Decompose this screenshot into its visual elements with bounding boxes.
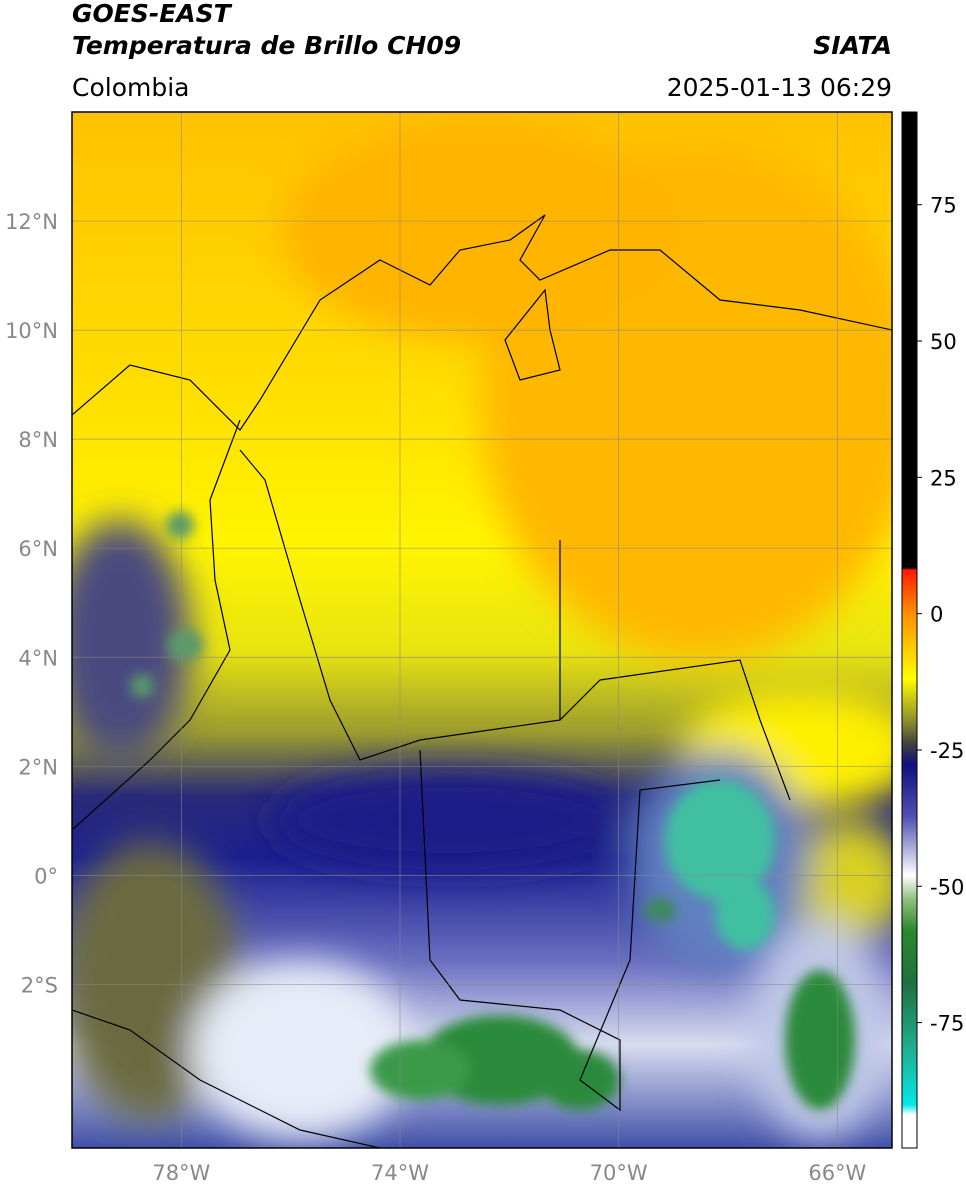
region: Colombia	[72, 73, 189, 102]
lat-tick-label: 0°	[34, 864, 58, 888]
imagery	[72, 112, 892, 1148]
title-line1: GOES-EAST	[72, 0, 233, 28]
map-frame	[71, 111, 893, 1149]
lat-tick-label: 2°N	[18, 755, 58, 779]
lat-tick-label: 8°N	[18, 428, 58, 452]
coastlines	[72, 214, 892, 1148]
lon-tick-label: 66°W	[808, 1161, 866, 1185]
colorbar-tick-label: 75	[930, 194, 957, 218]
graticule	[72, 112, 892, 1148]
colorbar-tick-label: -25	[930, 739, 964, 763]
lat-tick-label: 6°N	[18, 537, 58, 561]
colorbar	[901, 111, 918, 1149]
title-line2: Temperatura de Brillo CH09	[72, 31, 461, 60]
lat-tick-label: 10°N	[5, 319, 58, 343]
datetime: 2025-01-13 06:29	[667, 73, 892, 102]
colorbar-tick-label: 0	[930, 603, 943, 627]
lon-tick-label: 74°W	[371, 1161, 429, 1185]
lat-tick-label: 2°S	[21, 973, 58, 997]
lon-tick-label: 70°W	[590, 1161, 648, 1185]
brand: SIATA	[813, 31, 892, 60]
lon-tick-label: 78°W	[152, 1161, 210, 1185]
colorbar-tick-label: 50	[930, 330, 957, 354]
lat-tick-label: 4°N	[18, 646, 58, 670]
colorbar-tick-label: -75	[930, 1012, 964, 1036]
colorbar-tick-label: 25	[930, 466, 957, 490]
lat-tick-label: 12°N	[5, 210, 58, 234]
colorbar-tick-label: -50	[930, 875, 964, 899]
imagery-patches	[72, 120, 892, 1140]
